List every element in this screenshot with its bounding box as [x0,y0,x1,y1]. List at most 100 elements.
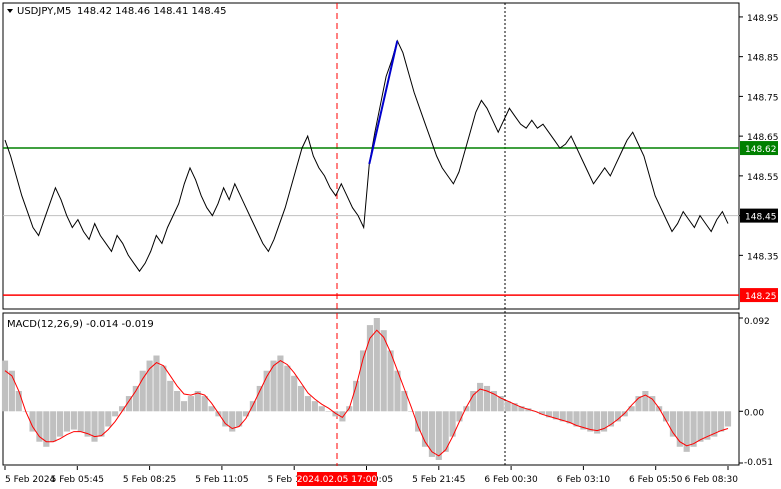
time-highlight-box [297,472,377,486]
macd-bar [263,370,270,412]
macd-bar [600,411,608,432]
macd-bar [456,411,463,422]
macd-bar [676,411,683,447]
price-tick-label: 148.35 [747,252,779,262]
macd-bar [304,396,312,412]
macd-bar [669,411,676,437]
macd-bar [29,411,36,432]
macd-bar [607,411,615,427]
macd-tick-label: 0.092 [744,317,770,327]
level-label-support: 148.25 [745,292,777,302]
macd-bar [70,411,77,430]
macd-bar [208,406,215,412]
macd-bar [704,411,711,440]
macd-bar [174,391,181,412]
macd-bar [380,330,387,412]
price-tick-label: 148.55 [747,173,779,183]
macd-bar [256,385,263,412]
macd-bar [463,406,470,412]
level-label-box-resistance [740,141,778,156]
macd-bar [649,396,656,412]
macd-bar [359,350,367,412]
price-tick-label: 148.85 [747,54,779,64]
macd-bar [36,411,43,442]
macd-bar [718,411,725,432]
time-tick-label: 5 Feb 08:25 [123,475,176,485]
price-tick-label: 148.95 [747,14,779,24]
macd-bar [318,406,325,412]
macd-bar [146,360,153,412]
level-label-resistance: 148.62 [745,145,777,155]
level-label-current: 148.45 [745,213,777,223]
macd-tick-label: -0.051 [744,458,773,468]
chart-header: USDJPY,M5 148.42 148.46 148.41 148.45 [7,6,227,17]
macd-bar [421,411,429,447]
macd-bar [139,370,146,412]
time-tick-label: 5 Feb 05:45 [51,475,104,485]
macd-bar [43,411,50,447]
symbol-label: USDJPY,M5 [17,6,71,17]
macd-bar [449,411,456,437]
macd-bar [118,406,126,412]
macd-tick-label: 0.00 [744,408,764,418]
macd-bar [552,411,559,420]
macd-bar [697,411,704,442]
price-axis: 148.95 148.85 148.75 148.65 148.55 148.45 148.… [739,14,779,262]
time-tick-label: 5 Feb 2024 [5,475,56,485]
macd-bar [408,411,415,412]
macd-bar [387,350,394,412]
macd-bar [284,365,291,412]
macd-bar [98,411,105,437]
macd-bar [373,318,380,412]
macd-bar [490,391,497,412]
macd-bar [594,411,601,434]
time-tick-label: 6 Feb 05:50 [629,475,683,485]
macd-title: MACD(12,26,9) -0.014 -0.019 [7,319,154,330]
dropdown-triangle-icon[interactable] [7,9,13,13]
macd-bar [132,385,139,412]
trend-segment [368,40,399,165]
macd-bar [91,411,98,442]
macd-bar [1,360,9,412]
macd-bar [683,411,690,452]
macd-bar [298,385,305,412]
macd-bar [311,401,318,412]
time-tick-label: 5 Feb 13:45 [268,475,321,485]
macd-bar [394,370,401,412]
macd-bar [125,396,133,412]
macd-bar [180,401,188,412]
time-tick-label: 5 Feb 11:05 [195,475,248,485]
macd-bar [662,411,670,422]
macd-bar [167,380,174,412]
macd-bar [291,375,298,412]
macd-bar [353,380,360,412]
time-tick-label: 6 Feb 03:10 [557,475,611,485]
macd-bar [628,406,635,412]
price-line [4,39,729,273]
macd-bar [339,411,346,422]
macd-bar [724,411,732,427]
macd-bar [401,391,408,412]
macd-bar [587,411,594,432]
time-tick-label: 6 Feb 08:30 [685,475,739,485]
macd-bar [105,411,112,427]
price-tick-label: 148.75 [747,93,779,103]
macd-bar [580,411,587,430]
macd-bar [435,411,442,460]
time-tick-label: 5 Feb 21:45 [412,475,465,485]
macd-bar [187,396,194,412]
macd-bar [242,411,250,417]
macd-bar [415,411,422,432]
macd-bar [15,391,22,412]
time-tick-label: 6 Feb 00:30 [484,475,538,485]
macd-bar [428,411,435,457]
level-label-box-support [740,288,778,303]
macd-bar [8,370,15,412]
macd-bar [477,382,484,412]
macd-bar [573,411,580,427]
macd-bar [229,411,236,432]
macd-bar [690,411,697,447]
macd-bar [277,355,284,412]
macd-bar [518,406,525,412]
